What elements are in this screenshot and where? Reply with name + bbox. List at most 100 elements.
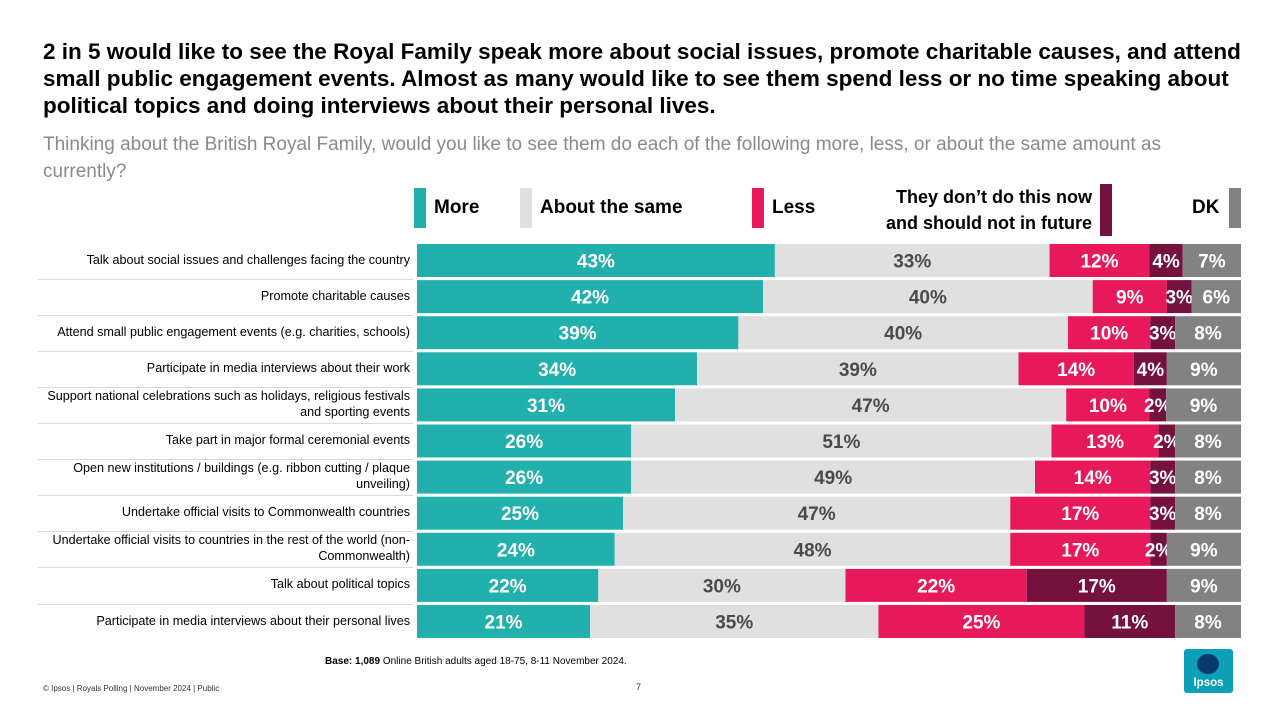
bar-less-row-5 (1066, 388, 1150, 422)
bar-more-row-8 (417, 496, 623, 530)
label-less-row-10: 22% (917, 576, 955, 597)
row-separator (38, 422, 413, 424)
row-label-10: Talk about political topics (270, 577, 410, 592)
legend-swatch-same (520, 188, 532, 228)
row-separator (38, 386, 413, 388)
label-same-row-7: 49% (814, 468, 852, 489)
row-label-3: Attend small public engagement events (e… (57, 324, 410, 339)
bar-more-row-7 (417, 460, 632, 494)
bar-more-row-2 (417, 280, 764, 314)
label-none-row-3: 3% (1149, 324, 1177, 345)
row-label-5: Support national celebrations such as ho… (47, 388, 410, 419)
bar-none-row-11 (1084, 605, 1176, 638)
row-separator (38, 314, 413, 316)
bar-dk-row-4 (1166, 352, 1241, 386)
ipsos-logo: Ipsos (1184, 649, 1233, 693)
label-dk-row-10: 9% (1190, 576, 1218, 597)
bar-same-row-11 (590, 605, 879, 638)
row-label-1: Talk about social issues and challenges … (86, 252, 410, 267)
legend-item-none: They don’t do this now and should not in… (878, 184, 1112, 236)
base-count: 1,089 (355, 656, 381, 667)
bar-none-row-10 (1026, 568, 1167, 602)
bar-same-row-10 (598, 568, 846, 602)
label-more-row-2: 42% (571, 288, 609, 309)
bar-dk-row-11 (1175, 605, 1241, 638)
label-none-row-2: 3% (1165, 288, 1193, 309)
label-less-row-4: 14% (1057, 360, 1095, 381)
label-dk-row-3: 8% (1194, 324, 1222, 345)
label-dk-row-1: 7% (1198, 252, 1226, 273)
row-label-8: Undertake official visits to Commonwealt… (121, 505, 410, 520)
bar-more-row-5 (417, 388, 676, 422)
bar-none-row-9 (1150, 532, 1167, 566)
label-none-row-8: 3% (1149, 504, 1177, 525)
headline: 2 in 5 would like to see the Royal Famil… (43, 39, 1241, 118)
base-text: Online British adults aged 18-75, 8-11 N… (382, 656, 627, 667)
label-less-row-3: 10% (1090, 324, 1128, 345)
label-more-row-1: 43% (577, 252, 615, 273)
legend-label-less: Less (772, 197, 816, 218)
bar-less-row-10 (845, 568, 1027, 602)
bar-none-row-4 (1133, 352, 1167, 386)
bar-dk-row-1 (1182, 244, 1241, 277)
label-more-row-3: 39% (559, 324, 597, 345)
label-less-row-9: 17% (1061, 540, 1099, 561)
subtitle: Thinking about the British Royal Family,… (43, 134, 1162, 182)
bar-more-row-6 (417, 424, 632, 458)
bar-dk-row-7 (1175, 460, 1241, 494)
label-dk-row-4: 9% (1190, 360, 1218, 381)
page-number: 7 (636, 682, 642, 692)
label-less-row-1: 12% (1080, 252, 1118, 273)
label-none-row-5: 2% (1144, 396, 1172, 417)
bar-dk-row-8 (1175, 496, 1241, 530)
label-more-row-7: 26% (505, 468, 543, 489)
label-same-row-10: 30% (703, 576, 741, 597)
bar-less-row-3 (1067, 316, 1151, 350)
label-dk-row-7: 8% (1194, 468, 1222, 489)
bar-dk-row-3 (1175, 316, 1241, 350)
legend-label-dk: DK (1192, 197, 1220, 218)
label-none-row-4: 4% (1137, 360, 1165, 381)
bar-more-row-9 (417, 532, 615, 566)
label-none-row-6: 2% (1153, 432, 1181, 453)
label-same-row-3: 40% (884, 324, 922, 345)
bar-none-row-7 (1150, 460, 1176, 494)
bar-less-row-1 (1049, 244, 1150, 277)
label-same-row-4: 39% (839, 360, 877, 381)
label-more-row-6: 26% (505, 432, 543, 453)
label-same-row-6: 51% (822, 432, 860, 453)
bar-less-row-11 (878, 605, 1085, 638)
label-more-row-5: 31% (527, 396, 565, 417)
row-label-6: Take part in major formal ceremonial eve… (165, 433, 410, 447)
legend-label-none: They don’t do this now and should not in… (878, 184, 1100, 236)
bar-more-row-3 (417, 316, 739, 350)
label-more-row-11: 21% (485, 613, 523, 634)
bar-same-row-1 (774, 244, 1050, 277)
label-same-row-11: 35% (715, 613, 753, 634)
label-none-row-1: 4% (1152, 252, 1180, 273)
label-same-row-2: 40% (909, 288, 947, 309)
bar-same-row-8 (623, 496, 1011, 530)
base-label: Base: (325, 656, 353, 667)
ipsos-logo-icon (1197, 654, 1219, 674)
bar-none-row-2 (1166, 280, 1192, 314)
bar-more-row-11 (417, 605, 591, 638)
label-less-row-7: 14% (1074, 468, 1112, 489)
legend-label-none-line1: They don’t do this now (896, 187, 1092, 207)
label-dk-row-6: 8% (1194, 432, 1222, 453)
bar-same-row-6 (631, 424, 1052, 458)
bar-same-row-5 (675, 388, 1067, 422)
bar-less-row-9 (1010, 532, 1151, 566)
bar-same-row-2 (763, 280, 1093, 314)
label-less-row-8: 17% (1061, 504, 1099, 525)
legend-item-dk: DK (1184, 188, 1242, 228)
bar-dk-row-10 (1166, 568, 1241, 602)
row-separator (38, 459, 413, 461)
bar-dk-row-2 (1191, 280, 1241, 314)
label-same-row-5: 47% (852, 396, 890, 417)
label-dk-row-9: 9% (1190, 540, 1218, 561)
bar-none-row-3 (1150, 316, 1176, 350)
legend-swatch-dk (1229, 188, 1242, 228)
legend-item-more: More (414, 188, 487, 228)
